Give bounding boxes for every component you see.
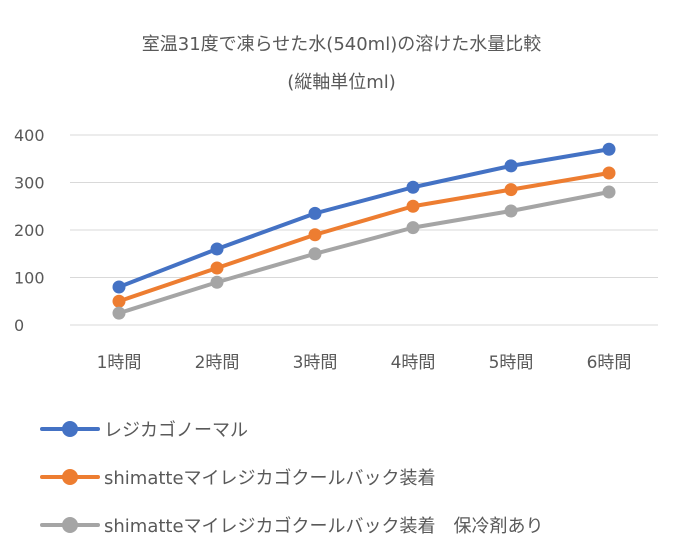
series-1-point-0 — [112, 294, 126, 308]
series-2-point-0 — [112, 306, 126, 320]
y-tick-label-1: 100 — [14, 269, 45, 288]
series-line-2 — [117, 190, 611, 316]
series-line-0 — [117, 147, 611, 289]
x-tick-label-3: 4時間 — [391, 353, 436, 373]
series-1-point-1 — [210, 261, 224, 275]
legend-swatch-1 — [40, 467, 100, 487]
chart-subtitle: (縦軸単位ml) — [287, 72, 396, 93]
series-2-point-5 — [602, 185, 616, 199]
series-2-point-4 — [504, 204, 518, 218]
series-2-point-1 — [210, 275, 224, 289]
y-tick-label-2: 200 — [14, 221, 45, 240]
series-0-point-2 — [308, 206, 322, 220]
legend-item-2: shimatteマイレジカゴクールバック装着 保冷剤あり — [40, 501, 544, 549]
series-0-point-1 — [210, 242, 224, 256]
series-1-point-5 — [602, 166, 616, 180]
series-2-point-3 — [406, 221, 420, 235]
series-0-point-3 — [406, 180, 420, 194]
legend-label-1: shimatteマイレジカゴクールバック装着 — [104, 468, 436, 489]
legend: レジカゴノーマル shimatteマイレジカゴクールバック装着 shimatte… — [40, 405, 544, 549]
series-2-point-2 — [308, 247, 322, 261]
legend-label-0: レジカゴノーマル — [104, 420, 248, 441]
x-tick-label-4: 5時間 — [489, 353, 534, 373]
legend-label-2: shimatteマイレジカゴクールバック装着 保冷剤あり — [104, 516, 544, 537]
series-line-1 — [117, 171, 611, 304]
y-tick-label-3: 300 — [14, 174, 45, 193]
series-0-point-4 — [504, 159, 518, 173]
series-1-point-3 — [406, 199, 420, 213]
series-0-point-5 — [602, 142, 616, 156]
x-tick-label-2: 3時間 — [293, 353, 338, 373]
legend-item-0: レジカゴノーマル — [40, 405, 544, 453]
legend-swatch-0 — [40, 419, 100, 439]
chart-title: 室温31度で凍らせた水(540ml)の溶けた水量比較 — [141, 34, 542, 55]
legend-swatch-2 — [40, 515, 100, 535]
series-0-point-0 — [112, 280, 126, 294]
x-tick-label-5: 6時間 — [587, 353, 632, 373]
y-tick-label-4: 400 — [14, 126, 45, 145]
plot-area: 0 100 200 300 400 1時間 2時間 3時間 4時間 5時間 6時間 — [14, 126, 658, 373]
legend-item-1: shimatteマイレジカゴクールバック装着 — [40, 453, 544, 501]
y-tick-label-0: 0 — [14, 316, 24, 335]
x-tick-label-0: 1時間 — [97, 353, 142, 373]
x-tick-label-1: 2時間 — [195, 353, 240, 373]
series-1-point-2 — [308, 228, 322, 242]
series-1-point-4 — [504, 183, 518, 197]
